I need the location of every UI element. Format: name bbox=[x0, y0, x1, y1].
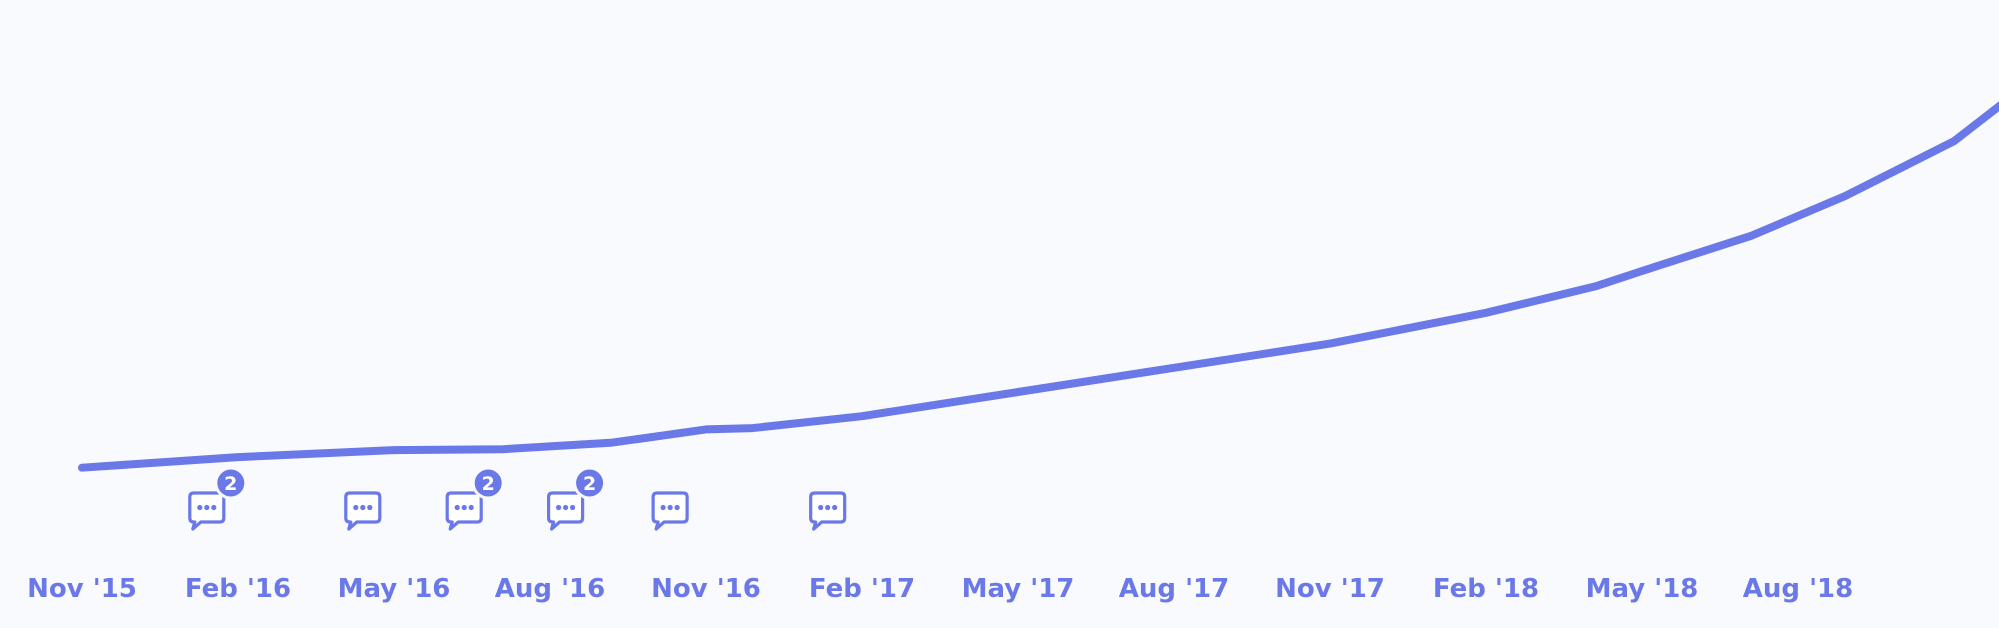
comment-bubble-icon bbox=[445, 491, 483, 531]
x-tick-label: Feb '18 bbox=[1433, 574, 1539, 604]
comment-dot bbox=[454, 504, 460, 511]
comment-dot bbox=[461, 504, 467, 511]
comment-dot bbox=[667, 504, 673, 511]
comment-marker[interactable]: 2 bbox=[188, 466, 248, 531]
comment-bubble-icon bbox=[188, 491, 226, 531]
comment-marker[interactable] bbox=[809, 491, 847, 531]
x-tick-label: Nov '15 bbox=[27, 574, 137, 604]
comment-bubble-icon bbox=[344, 491, 382, 531]
comment-count-badge bbox=[214, 466, 248, 500]
comment-count: 2 bbox=[583, 473, 596, 495]
comment-dot bbox=[360, 504, 366, 511]
comment-count: 2 bbox=[482, 473, 495, 495]
x-tick-label: Aug '18 bbox=[1743, 574, 1853, 604]
comment-dot bbox=[468, 504, 474, 511]
comment-count: 2 bbox=[224, 473, 237, 495]
comment-count-badge bbox=[471, 466, 505, 500]
x-axis-ticks: Nov '15 Feb '16 May '16 Aug '16 Nov '16 Feb '… bbox=[27, 574, 1853, 604]
comment-dot bbox=[211, 504, 217, 511]
comment-markers: 2 2 2 bbox=[188, 466, 847, 531]
comment-dot bbox=[660, 504, 666, 511]
comment-marker[interactable]: 2 bbox=[546, 466, 607, 531]
comment-dot bbox=[818, 504, 824, 511]
comment-dot bbox=[197, 504, 203, 511]
x-tick-label: May '18 bbox=[1586, 574, 1699, 604]
x-tick-label: May '17 bbox=[962, 574, 1075, 604]
comment-count-badge bbox=[573, 466, 607, 500]
x-tick-label: Feb '16 bbox=[185, 574, 291, 604]
comment-dot bbox=[556, 504, 562, 511]
comment-dot bbox=[825, 504, 831, 511]
x-tick-label: Aug '17 bbox=[1119, 574, 1229, 604]
x-tick-label: Feb '17 bbox=[809, 574, 915, 604]
comment-dot bbox=[353, 504, 359, 511]
x-tick-label: Aug '16 bbox=[495, 574, 605, 604]
comment-dot bbox=[570, 504, 576, 511]
comment-marker[interactable] bbox=[344, 491, 382, 531]
comment-bubble-icon bbox=[809, 491, 847, 531]
comment-dot bbox=[674, 504, 680, 511]
comment-bubble-icon bbox=[651, 491, 689, 531]
comment-dot bbox=[832, 504, 838, 511]
comment-dot bbox=[563, 504, 569, 511]
comment-marker[interactable] bbox=[651, 491, 689, 531]
x-tick-label: Nov '17 bbox=[1275, 574, 1385, 604]
x-tick-label: May '16 bbox=[338, 574, 451, 604]
comment-marker[interactable]: 2 bbox=[445, 466, 505, 531]
series-line bbox=[78, 101, 1999, 472]
comment-bubble-icon bbox=[546, 491, 585, 531]
comment-dot bbox=[204, 504, 210, 511]
comment-dot bbox=[367, 504, 373, 511]
plot-area bbox=[78, 101, 1999, 472]
x-tick-label: Nov '16 bbox=[651, 574, 761, 604]
